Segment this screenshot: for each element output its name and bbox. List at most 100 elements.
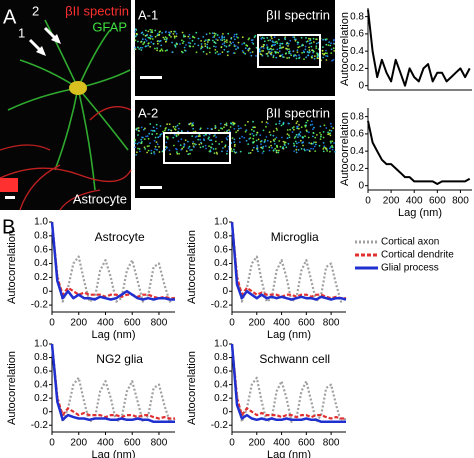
speckle	[298, 57, 300, 60]
speckle	[251, 149, 254, 152]
speckle	[313, 50, 315, 53]
speckle	[233, 35, 235, 38]
speckle	[301, 136, 304, 139]
speckle	[175, 35, 178, 38]
speckle	[241, 135, 244, 138]
speckle	[253, 130, 255, 133]
speckle	[233, 150, 236, 153]
x-tick-label: 400	[406, 196, 423, 207]
speckle	[196, 135, 198, 138]
speckle	[320, 133, 322, 136]
speckle	[198, 133, 201, 136]
speckle	[150, 41, 153, 44]
data-line	[230, 343, 346, 424]
speckle	[317, 57, 319, 60]
inset-label: A-1	[138, 7, 158, 22]
speckle	[164, 36, 167, 38]
speckle	[154, 47, 156, 50]
chart-title: Microglia	[271, 230, 319, 244]
speckle	[325, 49, 327, 52]
x-tick-label: 200	[383, 196, 400, 207]
speckle	[138, 48, 141, 50]
speckle	[199, 146, 202, 149]
speckle	[134, 142, 137, 145]
speckle	[261, 36, 264, 39]
roi-box	[257, 34, 321, 68]
speckle	[174, 126, 177, 128]
speckle	[203, 40, 206, 43]
speckle	[238, 127, 240, 130]
x-axis-label: Lag (nm)	[398, 207, 442, 219]
speckle	[239, 150, 242, 153]
speckle	[308, 42, 311, 45]
speckle	[170, 129, 173, 132]
speckle	[289, 39, 292, 42]
speckle	[247, 49, 250, 52]
speckle	[321, 50, 324, 52]
y-tick-label: 0.8	[214, 352, 228, 363]
x-tick-label: 200	[70, 318, 87, 329]
stain-label: βII spectrin	[65, 3, 129, 18]
speckle	[161, 49, 164, 52]
speckle	[299, 139, 302, 142]
speckle	[134, 35, 137, 38]
data-line	[367, 120, 471, 185]
speckle	[151, 133, 154, 136]
legend-label: Cortical axon	[381, 237, 439, 248]
speckle	[321, 52, 324, 55]
speckle	[160, 132, 163, 135]
speckle	[206, 127, 209, 130]
speckle	[165, 135, 168, 138]
speckle	[154, 136, 157, 139]
data-line	[230, 343, 347, 423]
speckle	[303, 148, 306, 151]
speckle	[237, 36, 239, 39]
speckle	[329, 140, 332, 143]
speckle	[149, 123, 152, 125]
speckle	[232, 123, 235, 126]
speckle	[260, 143, 262, 146]
speckle	[200, 47, 203, 49]
speckle	[241, 50, 244, 52]
speckle	[278, 38, 280, 41]
speckle	[154, 29, 157, 32]
speckle	[262, 50, 264, 52]
speckle	[259, 53, 262, 55]
speckle	[256, 146, 259, 149]
speckle	[295, 145, 298, 148]
speckle	[142, 43, 145, 45]
speckle	[269, 140, 272, 143]
x-axis-label: Lag (nm)	[91, 449, 135, 458]
y-tick-label: 0.8	[350, 111, 364, 122]
speckle	[260, 146, 262, 149]
speckle	[292, 50, 295, 52]
speckle	[297, 46, 300, 49]
speckle	[145, 135, 148, 138]
y-tick-label: 0.4	[350, 46, 364, 57]
speckle	[296, 43, 299, 45]
speckle	[223, 44, 226, 47]
y-tick-label: 1.0	[214, 217, 228, 228]
speckle	[235, 33, 238, 36]
speckle	[300, 126, 303, 129]
speckle	[237, 129, 239, 132]
speckle	[153, 129, 156, 132]
speckle	[245, 139, 248, 142]
speckle	[186, 130, 189, 133]
speckle	[229, 126, 232, 128]
chart-title: Astrocyte	[95, 230, 145, 244]
speckle	[137, 40, 139, 43]
x-tick-label: 400	[97, 438, 114, 449]
speckle	[288, 136, 291, 139]
speckle	[154, 148, 157, 151]
data-line	[50, 343, 175, 420]
speckle	[311, 49, 313, 52]
speckle	[269, 52, 272, 55]
speckle	[175, 32, 178, 35]
panel-label: B	[2, 216, 15, 238]
y-tick-label: 0.2	[350, 63, 364, 74]
speckle	[262, 45, 265, 48]
speckle	[197, 37, 200, 40]
speckle	[298, 124, 300, 126]
speckle	[287, 45, 289, 47]
